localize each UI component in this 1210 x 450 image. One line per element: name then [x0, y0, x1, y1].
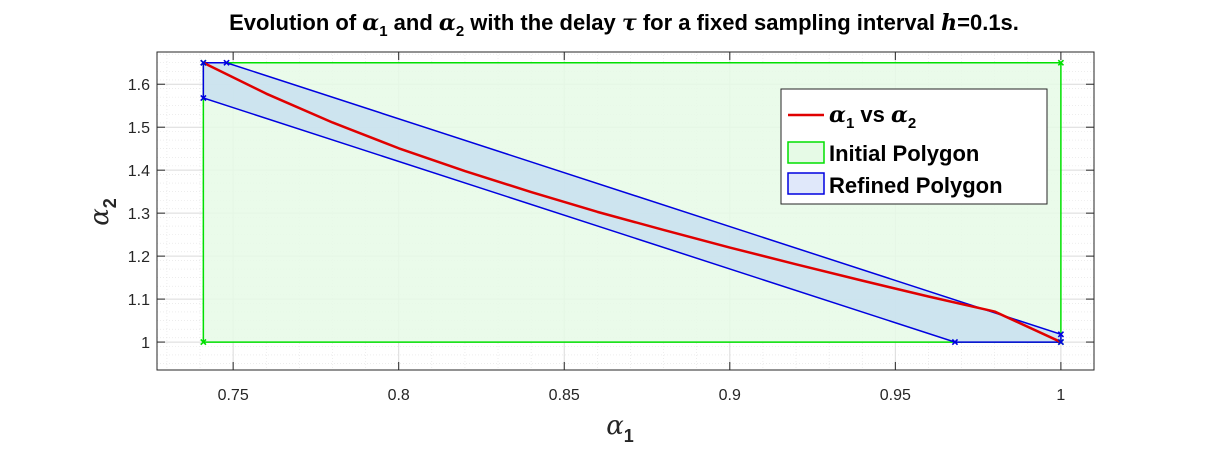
- legend-swatch-refined-polygon: [787, 172, 825, 195]
- x-tick-label: 1: [1056, 387, 1065, 404]
- initial-polygon-vertex: [200, 338, 207, 346]
- refined-polygon-vertex: [951, 338, 959, 346]
- refined-polygon-vertex: [223, 59, 230, 66]
- x-ticks: 0.75 0.8 0.85 0.9 0.95 1: [218, 52, 1065, 404]
- legend-swatch-initial-polygon: [787, 141, 825, 164]
- refined-polygon-vertex: [200, 94, 207, 102]
- refined-polygon-vertex: [200, 59, 207, 66]
- legend-label-curve: α1 vs α2: [829, 102, 916, 132]
- y-tick-label: 1.1: [128, 292, 150, 309]
- refined-polygon-vertex: [1057, 331, 1065, 338]
- x-tick-label: 0.8: [388, 387, 410, 404]
- y-tick-label: 1: [141, 335, 150, 352]
- y-tick-label: 1.4: [128, 163, 150, 180]
- legend-label-initial-polygon: Initial Polygon: [829, 141, 979, 166]
- y-axis-label: α2: [85, 198, 120, 226]
- chart-title: Evolution of α1 and α2 with the delay τ …: [229, 10, 1019, 40]
- legend-label-refined-polygon: Refined Polygon: [829, 173, 1003, 198]
- x-tick-label: 0.95: [880, 387, 911, 404]
- x-tick-label: 0.75: [218, 387, 249, 404]
- x-axis-label: α1: [606, 411, 634, 446]
- axes-box: [156, 51, 1095, 371]
- alpha1-vs-alpha2-curve: [202, 61, 1062, 344]
- y-ticks: 1 1.1 1.2 1.3 1.4 1.5 1.6: [128, 77, 1094, 352]
- y-tick-label: 1.2: [128, 249, 150, 266]
- y-tick-label: 1.3: [128, 206, 150, 223]
- y-tick-label: 1.5: [128, 120, 150, 137]
- x-tick-label: 0.9: [719, 387, 741, 404]
- initial-polygon-vertex: [1057, 59, 1065, 66]
- legend: α1 vs α2 Initial Polygon Refined Polygon: [780, 88, 1048, 205]
- x-tick-label: 0.85: [549, 387, 580, 404]
- y-tick-label: 1.6: [128, 77, 150, 94]
- legend-box: [780, 88, 1048, 205]
- refined-polygon-vertex: [1057, 338, 1065, 346]
